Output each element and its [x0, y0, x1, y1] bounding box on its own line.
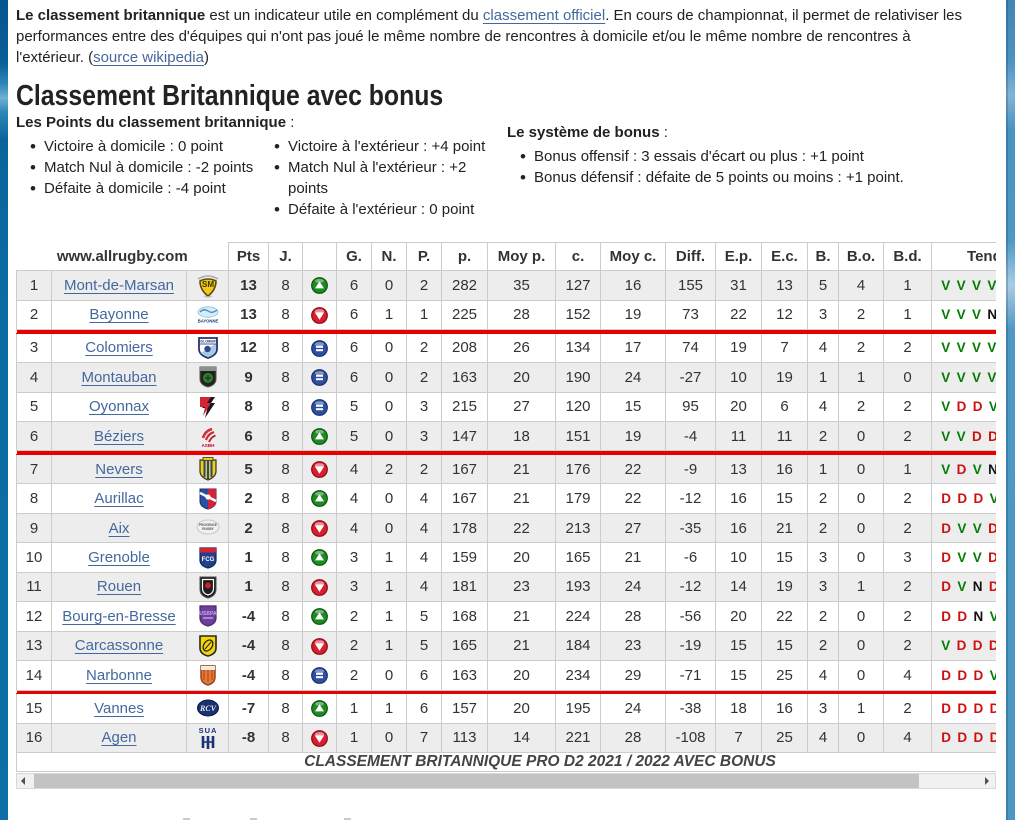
svg-text:RCV: RCV	[198, 704, 216, 713]
svg-text:SM: SM	[202, 280, 214, 289]
svg-text:RUGBY: RUGBY	[202, 527, 214, 531]
svg-text:COLOMIERS: COLOMIERS	[198, 339, 217, 343]
svg-text:FCG: FCG	[201, 557, 214, 563]
svg-text:ASBH: ASBH	[201, 443, 215, 448]
svg-text:USBPA: USBPA	[199, 611, 217, 617]
svg-text:SUA: SUA	[198, 726, 217, 735]
svg-text:BAYONNE: BAYONNE	[197, 318, 218, 323]
svg-text:PROVENCE: PROVENCE	[199, 523, 217, 527]
